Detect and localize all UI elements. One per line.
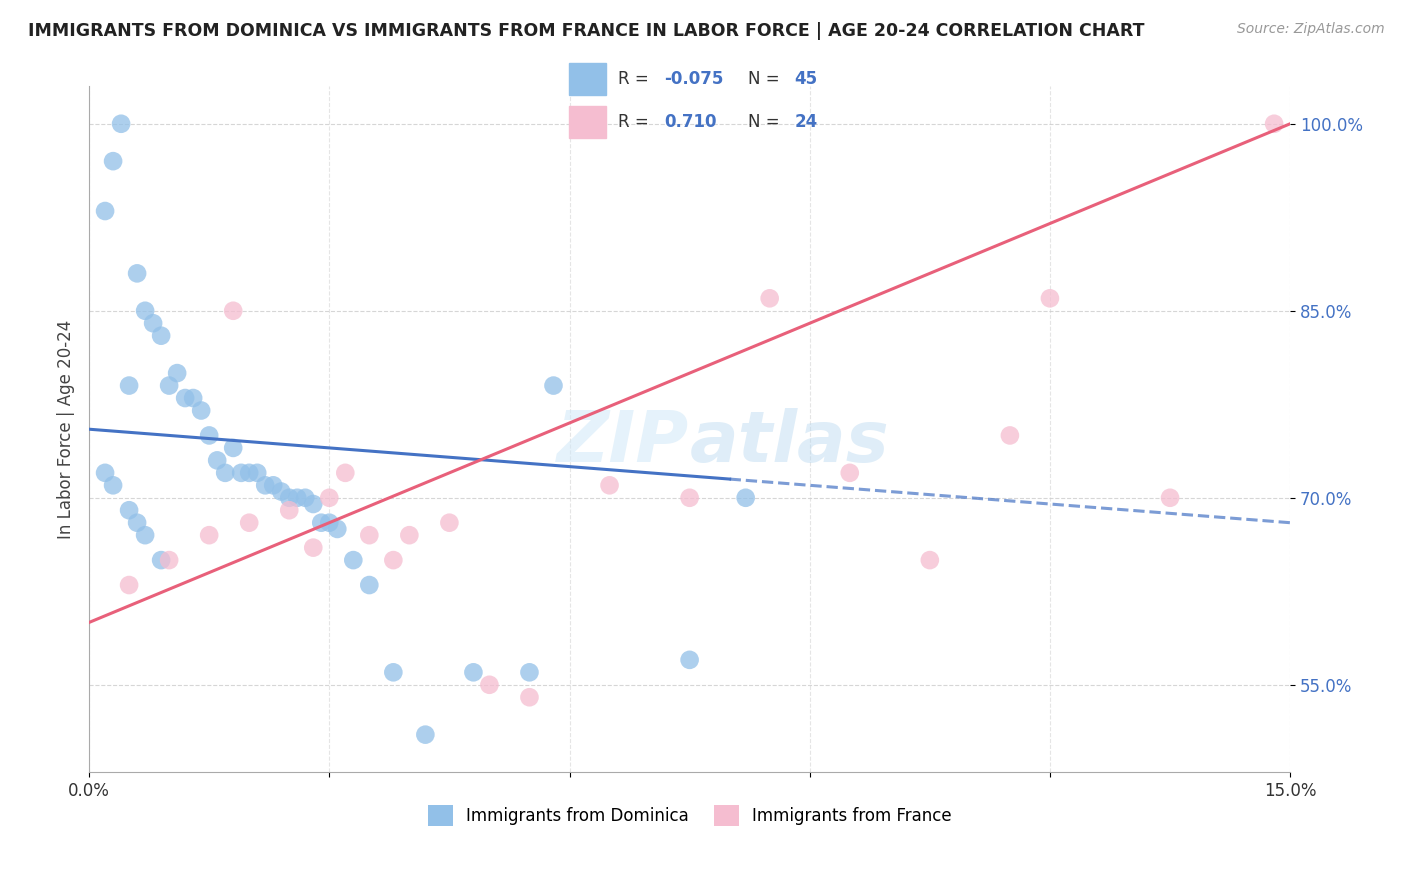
Point [285,491,308,505]
Point [318,516,340,530]
Point [599,478,621,492]
Point [238,516,260,530]
Point [478,678,501,692]
Point [118,503,141,517]
Point [302,497,325,511]
Text: 0.710: 0.710 [665,113,717,131]
Point [127,516,149,530]
Point [382,553,405,567]
Text: R =: R = [619,113,654,131]
Point [278,503,301,517]
Text: atlas: atlas [689,409,890,477]
Text: -0.075: -0.075 [665,70,724,87]
Point [342,553,364,567]
Point [678,491,700,505]
Bar [568,63,606,95]
Point [838,466,860,480]
Point [205,453,228,467]
Point [1039,291,1062,305]
Point [238,466,260,480]
Point [519,665,541,680]
Text: R =: R = [619,70,654,87]
Point [157,378,180,392]
Point [439,516,461,530]
Text: 24: 24 [794,113,818,131]
Point [359,578,381,592]
Point [278,491,301,505]
Point [1263,117,1285,131]
Point [246,466,269,480]
Point [110,117,132,131]
Point [134,528,156,542]
Point [335,466,357,480]
Point [150,553,173,567]
Point [294,491,316,505]
Text: N =: N = [748,113,785,131]
Point [398,528,420,542]
Y-axis label: In Labor Force | Age 20-24: In Labor Force | Age 20-24 [58,319,75,539]
Text: N =: N = [748,70,785,87]
Point [359,528,381,542]
Point [318,491,340,505]
Point [326,522,349,536]
Point [118,378,141,392]
Point [519,690,541,705]
Point [918,553,941,567]
Point [127,266,149,280]
Point [311,516,333,530]
Point [142,316,165,330]
Point [157,553,180,567]
Point [543,378,565,392]
Point [190,403,212,417]
Point [415,728,437,742]
Point [998,428,1021,442]
Text: Source: ZipAtlas.com: Source: ZipAtlas.com [1237,22,1385,37]
Point [758,291,780,305]
Legend: Immigrants from Dominica, Immigrants from France: Immigrants from Dominica, Immigrants fro… [420,798,959,832]
Point [254,478,277,492]
Point [101,154,124,169]
Point [270,484,292,499]
Text: ZIP: ZIP [557,409,689,477]
Point [150,328,173,343]
Point [222,441,245,455]
Point [382,665,405,680]
Point [214,466,236,480]
Point [101,478,124,492]
Point [198,428,221,442]
Point [174,391,197,405]
Point [1159,491,1181,505]
Text: 45: 45 [794,70,817,87]
Point [262,478,284,492]
Point [678,653,700,667]
Text: IMMIGRANTS FROM DOMINICA VS IMMIGRANTS FROM FRANCE IN LABOR FORCE | AGE 20-24 CO: IMMIGRANTS FROM DOMINICA VS IMMIGRANTS F… [28,22,1144,40]
Point [231,466,253,480]
Point [198,528,221,542]
Point [222,303,245,318]
Point [181,391,204,405]
Point [166,366,188,380]
Bar [568,106,606,138]
Point [94,466,117,480]
Point [463,665,485,680]
Point [118,578,141,592]
Point [734,491,756,505]
Point [134,303,156,318]
Point [94,204,117,219]
Point [302,541,325,555]
